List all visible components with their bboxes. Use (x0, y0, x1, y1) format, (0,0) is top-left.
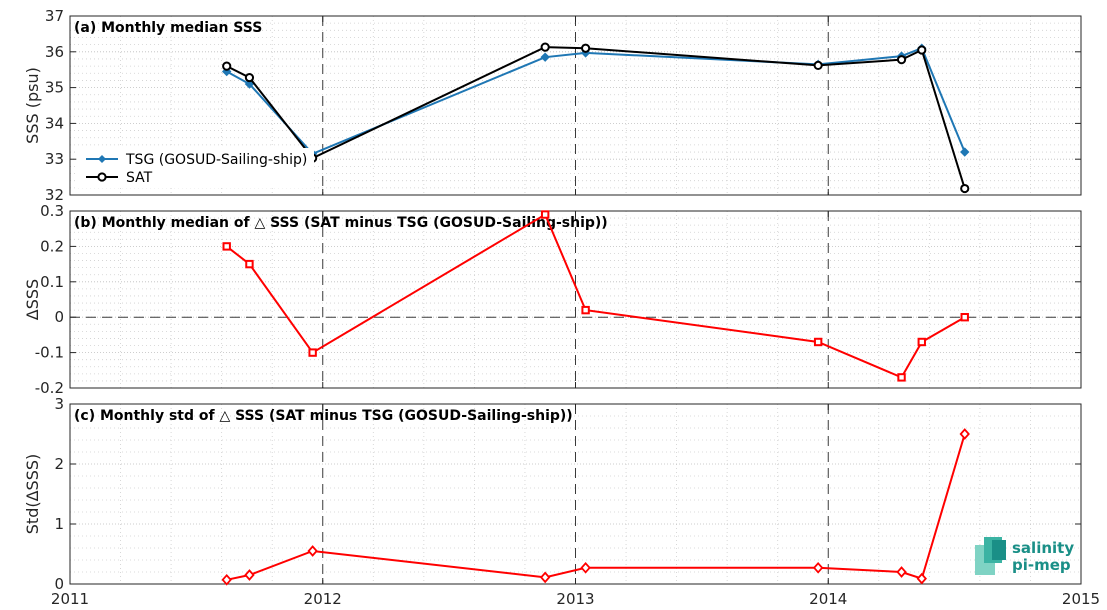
data-point (580, 561, 591, 574)
series-tsg-gosud-sailing-ship- (221, 43, 970, 159)
data-point (308, 348, 317, 357)
data-point (813, 337, 823, 347)
y-tick-label: 0 (54, 575, 64, 593)
y-tick-label: 3 (54, 395, 64, 413)
y-axis-label: SSS (psu) (23, 67, 42, 144)
data-point (245, 259, 254, 269)
data-point (540, 42, 550, 52)
y-tick-label: 35 (45, 79, 64, 97)
y-tick-label: 34 (45, 114, 64, 132)
y-tick-label: 0.3 (40, 202, 64, 220)
panel-title: (c) Monthly std of △ SSS (SAT minus TSG … (74, 408, 573, 424)
data-point (222, 242, 231, 251)
y-tick-label: 0.1 (40, 273, 64, 291)
data-point (307, 545, 318, 557)
data-point (960, 183, 970, 194)
y-axis-label: Std(ΔSSS) (23, 454, 42, 534)
y-tick-label: 0.2 (40, 237, 64, 255)
data-point (222, 61, 232, 71)
x-tick-label: 2011 (51, 590, 89, 608)
y-tick-label: 36 (45, 43, 64, 61)
data-point (244, 569, 255, 581)
data-point (244, 79, 255, 89)
series-line (226, 46, 966, 189)
data-point (917, 337, 926, 347)
legend-box (78, 148, 314, 188)
x-tick-label: 2015 (1062, 590, 1100, 608)
data-point (916, 572, 927, 585)
series-sat (222, 42, 970, 194)
data-point (896, 566, 907, 578)
panel-1: 32 33 34 35 36 37 SSS (psu) (a) Monthly median … (23, 7, 1082, 204)
legend: TSG (GOSUD-Sailing-ship) SAT (78, 148, 314, 188)
y-tick-label: 2 (54, 455, 64, 473)
logo-line1: salinity (1012, 539, 1074, 557)
panel-title: (b) Monthly median of △ SSS (SAT minus T… (74, 215, 608, 231)
y-tick-label: 37 (45, 7, 64, 25)
legend-label: SAT (126, 170, 153, 186)
data-point (896, 55, 907, 65)
panel-3: 0 1 2 3 2011 2012 2013 2014 2015 Std(ΔSSS) (c) Mon… (23, 395, 1100, 608)
data-point (581, 43, 591, 53)
logo-icon (975, 537, 1006, 575)
salinity-pi-mep-logo: salinity pi-mep (975, 537, 1074, 575)
data-point (581, 305, 590, 315)
panel-2: -0.2 -0.1 0 0.1 0.2 0.3 ΔSSS (b) Monthly median… (23, 202, 1082, 397)
data-point (812, 561, 824, 574)
x-tick-label: 2012 (304, 590, 342, 608)
series-delta-sss (222, 210, 969, 382)
data-point (960, 313, 969, 322)
data-point (897, 373, 906, 382)
y-tick-label: 0 (54, 308, 64, 326)
logo-block-3 (992, 540, 1006, 560)
x-tick-label: 2014 (809, 590, 847, 608)
panel-title: (a) Monthly median SSS (74, 20, 262, 36)
y-axis-label: ΔSSS (23, 279, 42, 320)
data-point (540, 210, 550, 219)
data-point (960, 147, 970, 157)
data-point (540, 52, 550, 62)
x-tick-label: 2013 (556, 590, 594, 608)
y-tick-label: 1 (54, 515, 64, 533)
data-point (221, 573, 232, 586)
legend-marker (97, 172, 107, 182)
series-line (226, 433, 966, 581)
y-tick-label: 32 (45, 186, 64, 204)
y-tick-label: -0.1 (35, 344, 64, 362)
legend-label: TSG (GOSUD-Sailing-ship) (125, 152, 307, 168)
y-tick-label: 33 (45, 150, 64, 168)
data-point (959, 428, 970, 440)
logo-line2: pi-mep (1012, 556, 1071, 574)
data-point (244, 72, 255, 83)
data-point (813, 60, 823, 71)
series-delta-sss (221, 428, 970, 586)
data-point (539, 571, 551, 584)
legend-marker (98, 155, 106, 163)
y-tick-label: -0.2 (35, 379, 64, 397)
data-point (917, 45, 927, 55)
